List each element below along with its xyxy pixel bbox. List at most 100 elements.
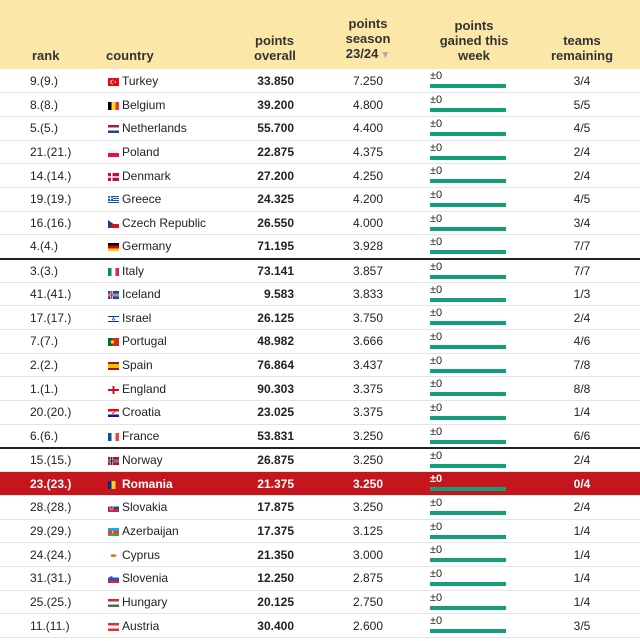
country-cell[interactable]: Italy — [100, 257, 248, 283]
points-gained-value: ±0 — [430, 165, 443, 178]
table-row[interactable]: 41.(41.) Iceland 9.583 3.833 ±0 1/3 — [0, 282, 640, 307]
teams-remaining-cell: 0/4 — [524, 471, 640, 496]
points-overall-cell: 21.350 — [248, 542, 312, 567]
points-gained-bar — [430, 179, 506, 184]
points-gained-value: ±0 — [430, 117, 443, 130]
table-row[interactable]: 21.(21.) Poland 22.875 4.375 ±0 2/4 — [0, 140, 640, 165]
points-gained-cell: ±0 — [424, 495, 524, 520]
points-gained-value: ±0 — [430, 331, 443, 344]
country-cell[interactable]: Germany — [100, 234, 248, 259]
table-row[interactable]: 17.(17.) Israel 26.125 3.750 ±0 2/4 — [0, 305, 640, 331]
teams-remaining-cell: 4/5 — [524, 116, 640, 141]
country-cell[interactable]: Slovakia — [100, 495, 248, 520]
teams-remaining-cell: 1/4 — [524, 566, 640, 591]
country-cell[interactable]: Austria — [100, 613, 248, 638]
teams-remaining-cell: 2/4 — [524, 305, 640, 331]
table-row[interactable]: 23.(23.) Romania 21.375 3.250 ±0 0/4 — [0, 471, 640, 496]
table-row[interactable]: 4.(4.) Germany 71.195 3.928 ±0 7/7 — [0, 234, 640, 259]
points-season-cell: 4.000 — [312, 211, 424, 236]
table-row[interactable]: 31.(31.) Slovenia 12.250 2.875 ±0 1/4 — [0, 566, 640, 591]
teams-remaining-cell: 1/3 — [524, 282, 640, 307]
country-cell[interactable]: Hungary — [100, 590, 248, 615]
rank-cell: 21.(21.) — [0, 140, 100, 165]
table-row[interactable]: 5.(5.) Netherlands 55.700 4.400 ±0 4/5 — [0, 116, 640, 141]
points-gained-cell: ±0 — [424, 566, 524, 591]
table-row[interactable]: 8.(8.) Belgium 39.200 4.800 ±0 5/5 — [0, 92, 640, 117]
table-row[interactable]: 2.(2.) Spain 76.864 3.437 ±0 7/8 — [0, 353, 640, 378]
country-cell[interactable]: Poland — [100, 140, 248, 165]
flag-hungary-icon — [108, 598, 119, 607]
country-cell[interactable]: Norway — [100, 447, 248, 473]
country-cell[interactable]: England — [100, 376, 248, 402]
country-cell[interactable]: Portugal — [100, 329, 248, 354]
table-row[interactable]: 6.(6.) France 53.831 3.250 ±0 6/6 — [0, 424, 640, 449]
country-cell[interactable]: Denmark — [100, 163, 248, 188]
table-row[interactable]: 16.(16.) Czech Republic 26.550 4.000 ±0 3/4 — [0, 211, 640, 236]
country-cell[interactable]: Azerbaijan — [100, 519, 248, 544]
flag-norway-icon — [108, 457, 119, 466]
points-gained-cell: ±0 — [424, 69, 524, 94]
country-cell[interactable]: Israel — [100, 305, 248, 331]
table-row[interactable]: 7.(7.) Portugal 48.982 3.666 ±0 4/6 — [0, 329, 640, 354]
header-row: rank country points overall points seaso… — [0, 0, 640, 69]
country-name: Denmark — [122, 168, 171, 183]
country-cell[interactable]: Spain — [100, 353, 248, 378]
table-row[interactable]: 14.(14.) Denmark 27.200 4.250 ±0 2/4 — [0, 163, 640, 188]
table-row[interactable]: 19.(19.) Greece 24.325 4.200 ±0 4/5 — [0, 187, 640, 212]
points-gained-bar — [430, 226, 506, 231]
rank-cell: 9.(9.) — [0, 69, 100, 94]
country-cell[interactable]: Slovenia — [100, 566, 248, 591]
points-gained-bar — [430, 439, 506, 444]
header-points-overall[interactable]: points overall — [248, 0, 312, 69]
country-cell[interactable]: Cyprus — [100, 542, 248, 567]
points-gained-cell: ±0 — [424, 590, 524, 615]
points-gained-cell: ±0 — [424, 187, 524, 212]
table-row[interactable]: 24.(24.) Cyprus 21.350 3.000 ±0 1/4 — [0, 542, 640, 567]
header-points-gained[interactable]: points gained this week — [424, 0, 524, 69]
points-season-cell: 3.833 — [312, 282, 424, 307]
country-name: Israel — [122, 310, 152, 325]
points-season-cell: 3.857 — [312, 257, 424, 283]
country-name: Netherlands — [122, 121, 187, 136]
header-rank[interactable]: rank — [0, 0, 100, 69]
country-name: Romania — [122, 476, 173, 491]
header-teams-remaining[interactable]: teams remaining — [524, 0, 640, 69]
points-gained-cell: ±0 — [424, 163, 524, 188]
table-row[interactable]: 9.(9.) Turkey 33.850 7.250 ±0 3/4 — [0, 69, 640, 94]
flag-portugal-icon — [108, 338, 119, 347]
country-cell[interactable]: Czech Republic — [100, 211, 248, 236]
country-cell[interactable]: Belgium — [100, 92, 248, 117]
header-teams-line1: teams — [563, 33, 601, 48]
rank-cell: 31.(31.) — [0, 566, 100, 591]
header-points-season[interactable]: points season 23/24 ▼ — [312, 0, 424, 69]
country-cell[interactable]: Iceland — [100, 282, 248, 307]
points-overall-cell: 26.875 — [248, 447, 312, 473]
table-row[interactable]: 11.(11.) Austria 30.400 2.600 ±0 3/5 — [0, 613, 640, 638]
points-gained-bar — [430, 108, 506, 113]
points-overall-cell: 20.125 — [248, 590, 312, 615]
points-gained-value: ±0 — [430, 544, 443, 557]
header-country[interactable]: country — [100, 0, 248, 69]
rank-cell: 28.(28.) — [0, 495, 100, 520]
table-row[interactable]: 20.(20.) Croatia 23.025 3.375 ±0 1/4 — [0, 400, 640, 425]
points-season-cell: 3.666 — [312, 329, 424, 354]
points-gained-value: ±0 — [430, 354, 443, 367]
points-season-cell: 2.600 — [312, 613, 424, 638]
country-cell[interactable]: Greece — [100, 187, 248, 212]
table-row[interactable]: 3.(3.) Italy 73.141 3.857 ±0 7/7 — [0, 257, 640, 283]
points-gained-bar — [430, 250, 506, 255]
country-cell[interactable]: Romania — [100, 471, 248, 496]
flag-slovenia-icon — [108, 575, 119, 584]
table-row[interactable]: 15.(15.) Norway 26.875 3.250 ±0 2/4 — [0, 447, 640, 473]
country-cell[interactable]: Netherlands — [100, 116, 248, 141]
country-cell[interactable]: Croatia — [100, 400, 248, 425]
rank-cell: 29.(29.) — [0, 519, 100, 544]
table-row[interactable]: 25.(25.) Hungary 20.125 2.750 ±0 1/4 — [0, 590, 640, 615]
table-row[interactable]: 29.(29.) Azerbaijan 17.375 3.125 ±0 1/4 — [0, 519, 640, 544]
country-cell[interactable]: France — [100, 424, 248, 449]
flag-greece-icon — [108, 196, 119, 205]
country-cell[interactable]: Turkey — [100, 69, 248, 94]
table-row[interactable]: 28.(28.) Slovakia 17.875 3.250 ±0 2/4 — [0, 495, 640, 520]
country-name: Greece — [122, 192, 162, 207]
table-row[interactable]: 1.(1.) England 90.303 3.375 ±0 8/8 — [0, 376, 640, 402]
